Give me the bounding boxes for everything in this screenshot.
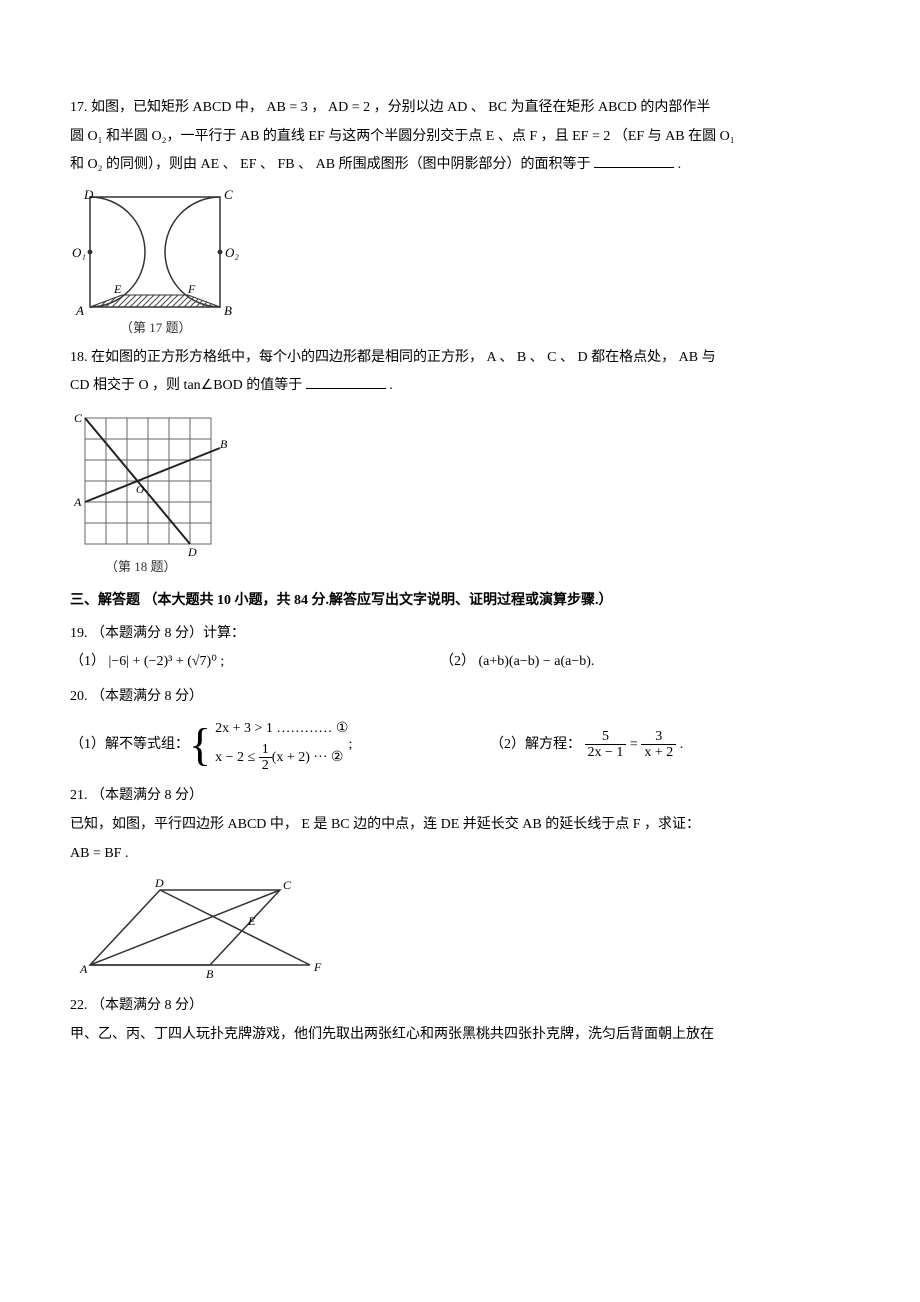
q22-text1: 甲、乙、丙、丁四人玩扑克牌游戏，他们先取出两张红心和两张黑桃共四张扑克牌，洗匀后… (70, 1022, 850, 1049)
q19-part1-label: （1） (70, 654, 105, 669)
q18-label-B: B (220, 437, 228, 451)
q22-header-text: （本题满分 8 分） (91, 998, 203, 1013)
q20-header-text: （本题满分 8 分） (91, 689, 203, 704)
q22-number: 22. (70, 998, 88, 1013)
q20-part1: （1）解不等式组： { 2x + 3 > 1 ………… ① x − 2 ≤ 12… (70, 716, 490, 773)
q20-equation: 52x − 1 = 3x + 2 . (585, 737, 684, 752)
q19-part1-expr: |−6| + (−2)³ + (√7)⁰ ; (109, 654, 225, 669)
q18-svg: C A B D O （第 18 题） (70, 408, 230, 578)
q17-line1: 17. 如图，已知矩形 ABCD 中， AB = 3 ， AD = 2 ，分别以… (70, 95, 850, 122)
q18-label-A: A (73, 495, 82, 509)
q18-line2: CD 相交于 O ，则 tan∠BOD 的值等于 . (70, 373, 850, 400)
q17-label-E: E (113, 282, 122, 296)
q19-header-text: （本题满分 8 分）计算： (91, 626, 245, 641)
q18-caption: （第 18 题） (105, 559, 177, 574)
q20-part2: （2）解方程： 52x − 1 = 3x + 2 . (490, 729, 850, 761)
q20-header: 20. （本题满分 8 分） (70, 684, 850, 711)
q20-sys-line2: x − 2 ≤ 12(x + 2) ··· ② (215, 742, 348, 774)
q17-label-O2: O₂ (225, 245, 239, 260)
q18-line1: 18. 在如图的正方形方格纸中，每个小的四边形都是相同的正方形， A 、 B 、… (70, 345, 850, 372)
q17-text3-end: . (678, 157, 682, 172)
q17-label-B: B (224, 303, 232, 318)
q21-number: 21. (70, 788, 88, 803)
q20-eq-tail: . (676, 737, 683, 752)
q21-label-B: B (206, 967, 214, 981)
q18-label-D: D (187, 545, 197, 559)
q17-label-D: D (83, 187, 94, 202)
q18-label-C: C (74, 411, 83, 425)
q17-svg: D C A B O₁ O₂ E F （第 17 题） (70, 187, 240, 337)
q17-number: 17. (70, 100, 88, 115)
q20-rhs-frac: 3x + 2 (641, 729, 676, 761)
q20-lhs-frac: 52x − 1 (585, 729, 627, 761)
q20-sys-line1: 2x + 3 > 1 ………… ① (215, 716, 348, 741)
q17-line3: 和 O₂ 的同侧），则由 AE 、 EF 、 FB 、 AB 所围成图形（图中阴… (70, 152, 850, 179)
q17-caption: （第 17 题） (120, 320, 192, 335)
q20-sys-tail: ; (348, 732, 352, 759)
q18-figure: C A B D O （第 18 题） (70, 408, 850, 578)
q18-text1: 在如图的正方形方格纸中，每个小的四边形都是相同的正方形， A 、 B 、 C 、… (91, 350, 716, 365)
q20-eq-mid: = (626, 737, 641, 752)
q18-blank (306, 375, 386, 389)
q17-figure: D C A B O₁ O₂ E F （第 17 题） (70, 187, 850, 337)
q18-text2-end: . (389, 378, 393, 393)
q19-number: 19. (70, 626, 88, 641)
q19-header: 19. （本题满分 8 分）计算： (70, 621, 850, 648)
brace-left-icon: { (189, 722, 211, 768)
q20-sys-frac-num: 1 (259, 742, 272, 758)
section3-title: 三、解答题 （本大题共 10 小题，共 84 分.解答应写出文字说明、证明过程或… (70, 588, 850, 615)
q19-part2: （2） (a+b)(a−b) − a(a−b). (440, 649, 850, 676)
q21-header-text: （本题满分 8 分） (91, 788, 203, 803)
q20-lhs-den: 2x − 1 (585, 745, 627, 760)
q17-label-F: F (187, 282, 196, 296)
q17-label-A: A (75, 303, 84, 318)
q17-text3: 和 O₂ 的同侧），则由 AE 、 EF 、 FB 、 AB 所围成图形（图中阴… (70, 157, 591, 172)
q18-label-O: O (136, 484, 144, 496)
q21-label-D: D (154, 876, 164, 890)
q18-number: 18. (70, 350, 88, 365)
q20-lhs-num: 5 (585, 729, 627, 745)
q20-sys-line2-post: (x + 2) ··· ② (272, 750, 344, 765)
q21-label-E: E (247, 914, 256, 928)
q19-part2-label: （2） (440, 654, 475, 669)
q20-part1-label: （1）解不等式组： (70, 732, 189, 759)
q19-part2-expr: (a+b)(a−b) − a(a−b). (479, 654, 595, 669)
q20-sys-line2-pre: x − 2 ≤ (215, 750, 259, 765)
q21-label-A: A (79, 962, 88, 976)
q17-blank (594, 154, 674, 168)
q20-rhs-num: 3 (641, 729, 676, 745)
q20-brace-system: { 2x + 3 > 1 ………… ① x − 2 ≤ 12(x + 2) ··… (189, 716, 348, 773)
q21-text1: 已知，如图，平行四边形 ABCD 中， E 是 BC 边的中点，连 DE 并延长… (70, 812, 850, 839)
q19-parts: （1） |−6| + (−2)³ + (√7)⁰ ; （2） (a+b)(a−b… (70, 649, 850, 676)
q21-label-C: C (283, 878, 292, 892)
q20-rhs-den: x + 2 (641, 745, 676, 760)
q17-text1: 如图，已知矩形 ABCD 中， AB = 3 ， AD = 2 ，分别以边 AD… (91, 100, 710, 115)
q21-figure: D C A B E F (70, 875, 850, 985)
q20-parts: （1）解不等式组： { 2x + 3 > 1 ………… ① x − 2 ≤ 12… (70, 716, 850, 773)
q17-line2: 圆 O₁ 和半圆 O₂，一平行于 AB 的直线 EF 与这两个半圆分别交于点 E… (70, 124, 850, 151)
q20-sys-frac-den: 2 (259, 758, 272, 773)
q20-sys-frac: 12 (259, 742, 272, 774)
q20-part2-label: （2）解方程： (490, 737, 581, 752)
q21-label-F: F (313, 960, 322, 974)
q19-part1: （1） |−6| + (−2)³ + (√7)⁰ ; (70, 649, 440, 676)
q20-number: 20. (70, 689, 88, 704)
q21-svg: D C A B E F (70, 875, 330, 985)
q22-header: 22. （本题满分 8 分） (70, 993, 850, 1020)
q21-header: 21. （本题满分 8 分） (70, 783, 850, 810)
q21-text2: AB = BF . (70, 841, 850, 868)
q17-label-O1: O₁ (72, 245, 86, 260)
q18-text2: CD 相交于 O ，则 tan∠BOD 的值等于 (70, 378, 302, 393)
q17-label-C: C (224, 187, 233, 202)
